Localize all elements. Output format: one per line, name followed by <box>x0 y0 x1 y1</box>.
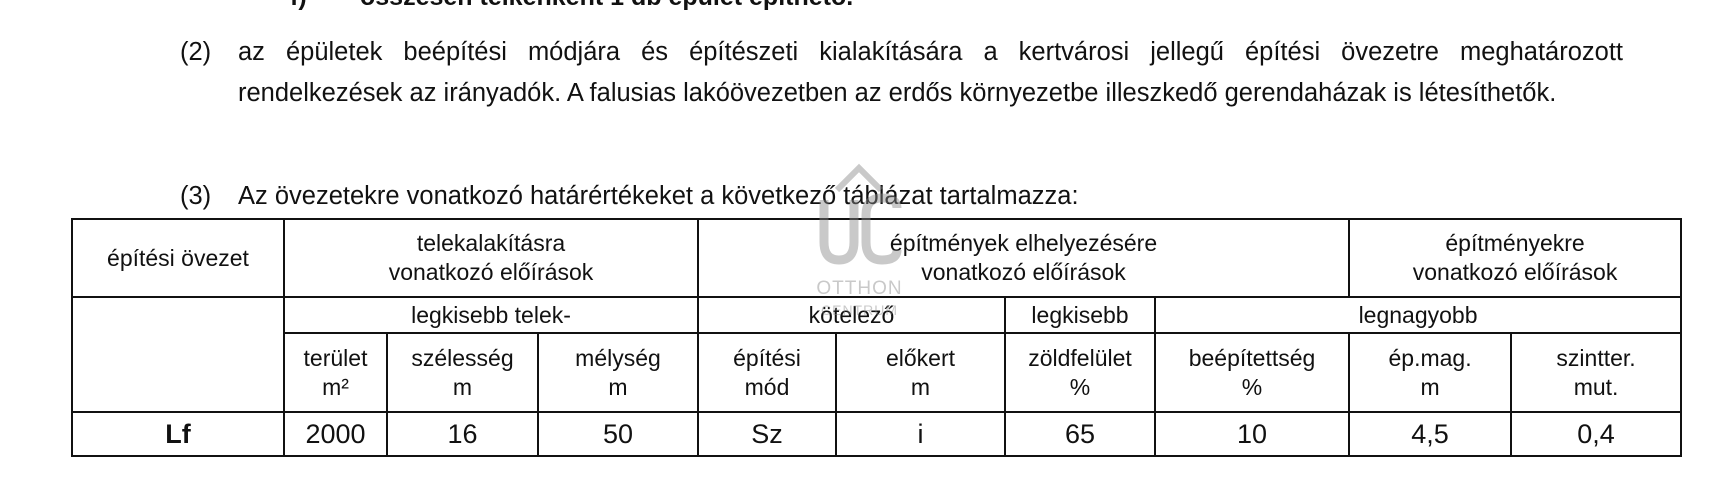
table-row: Lf 2000 16 50 Sz i 65 10 4,5 0,4 <box>71 411 1683 457</box>
paragraph-text: az épületek beépítési módjára és építész… <box>238 38 1623 107</box>
column-unit: m <box>1420 373 1440 400</box>
paragraph-3: (3) Az övezetekre vonatkozó határértékek… <box>180 176 1623 217</box>
header-row-columns: terület m² szélesség m mélység m építési mód… <box>72 332 1683 413</box>
group-line: vonatkozó előírások <box>388 259 594 285</box>
zone-cell: Lf <box>71 411 285 457</box>
column-unit: mut. <box>1573 373 1619 400</box>
column-name: mélység <box>575 344 661 371</box>
column-name: építési <box>733 344 801 371</box>
column-header: zöldfelület% <box>1004 332 1157 413</box>
column-name: ép.mag. <box>1388 344 1472 371</box>
value-cell: 10 <box>1154 411 1351 457</box>
column-header: mélység m <box>536 332 700 413</box>
value-cell: 65 <box>1004 411 1157 457</box>
column-name: előkert <box>885 344 956 371</box>
group-line: telekalakításra <box>416 230 566 256</box>
list-text: összesen telkenként 1 db épület építhető… <box>360 0 853 12</box>
header-row-groups: építési övezet telekalakításra vonatkozó … <box>71 218 1683 298</box>
column-header: előkert m <box>835 332 1007 413</box>
column-header: beépítettség% <box>1154 332 1351 413</box>
group-line: építmények elhelyezésére <box>889 230 1158 256</box>
subgroup-header: kötelező <box>697 296 1007 334</box>
group-header-plot: telekalakításra vonatkozó előírások <box>282 218 700 298</box>
column-header: terület m² <box>283 332 388 413</box>
paragraph-number: (3) <box>180 182 212 210</box>
column-header: szélesség m <box>386 332 539 413</box>
list-marker: f) <box>290 0 360 12</box>
value-cell: 0,4 <box>1510 411 1683 457</box>
value-cell: 16 <box>386 411 539 457</box>
zoning-limits-table: építési övezet telekalakításra vonatkozó … <box>71 218 1683 457</box>
column-unit: m <box>910 373 931 400</box>
column-unit: mód <box>744 373 790 400</box>
column-header: ép.mag. m <box>1348 332 1513 413</box>
paragraph-2: (2) az épületek beépítési módjára és épí… <box>180 32 1623 114</box>
zone-spacer <box>71 296 285 413</box>
column-unit: m <box>608 373 628 400</box>
column-name: szélesség <box>411 344 514 371</box>
column-unit: % <box>1241 373 1263 400</box>
value-cell: i <box>835 411 1007 457</box>
paragraph-number: (2) <box>180 38 212 66</box>
subgroup-header: legnagyobb <box>1154 296 1683 334</box>
column-header: építési mód <box>697 332 838 413</box>
paragraph-text: Az övezetekre vonatkozó határértékeket a… <box>238 182 1079 210</box>
group-line: vonatkozó előírások <box>1412 259 1618 285</box>
zone-header: építési övezet <box>71 218 285 298</box>
column-name: beépítettség <box>1188 344 1316 371</box>
column-name: terület <box>303 344 368 371</box>
subgroup-header: legkisebb telek- <box>282 296 700 334</box>
value-cell: 50 <box>536 411 700 457</box>
value-cell: Sz <box>697 411 838 457</box>
group-line: vonatkozó előírások <box>921 259 1126 285</box>
column-unit: % <box>1069 373 1091 400</box>
group-header-placement: építmények elhelyezésére vonatkozó előírá… <box>697 218 1351 298</box>
column-header: szintter. mut. <box>1510 332 1683 413</box>
value-cell: 4,5 <box>1348 411 1513 457</box>
column-name: szintter. <box>1556 344 1636 371</box>
column-name: zöldfelület <box>1028 344 1132 371</box>
column-unit: m <box>452 373 473 400</box>
group-line: építményekre <box>1445 230 1585 256</box>
group-header-buildings: építményekre vonatkozó előírások <box>1348 218 1683 298</box>
header-row-subgroups: legkisebb telek- kötelező legkisebb legn… <box>71 296 1683 413</box>
clipped-list-item: f)összesen telkenként 1 db épület építhe… <box>290 0 853 12</box>
subgroup-header: legkisebb <box>1004 296 1157 334</box>
value-cell: 2000 <box>283 411 388 457</box>
column-unit: m² <box>322 373 349 400</box>
